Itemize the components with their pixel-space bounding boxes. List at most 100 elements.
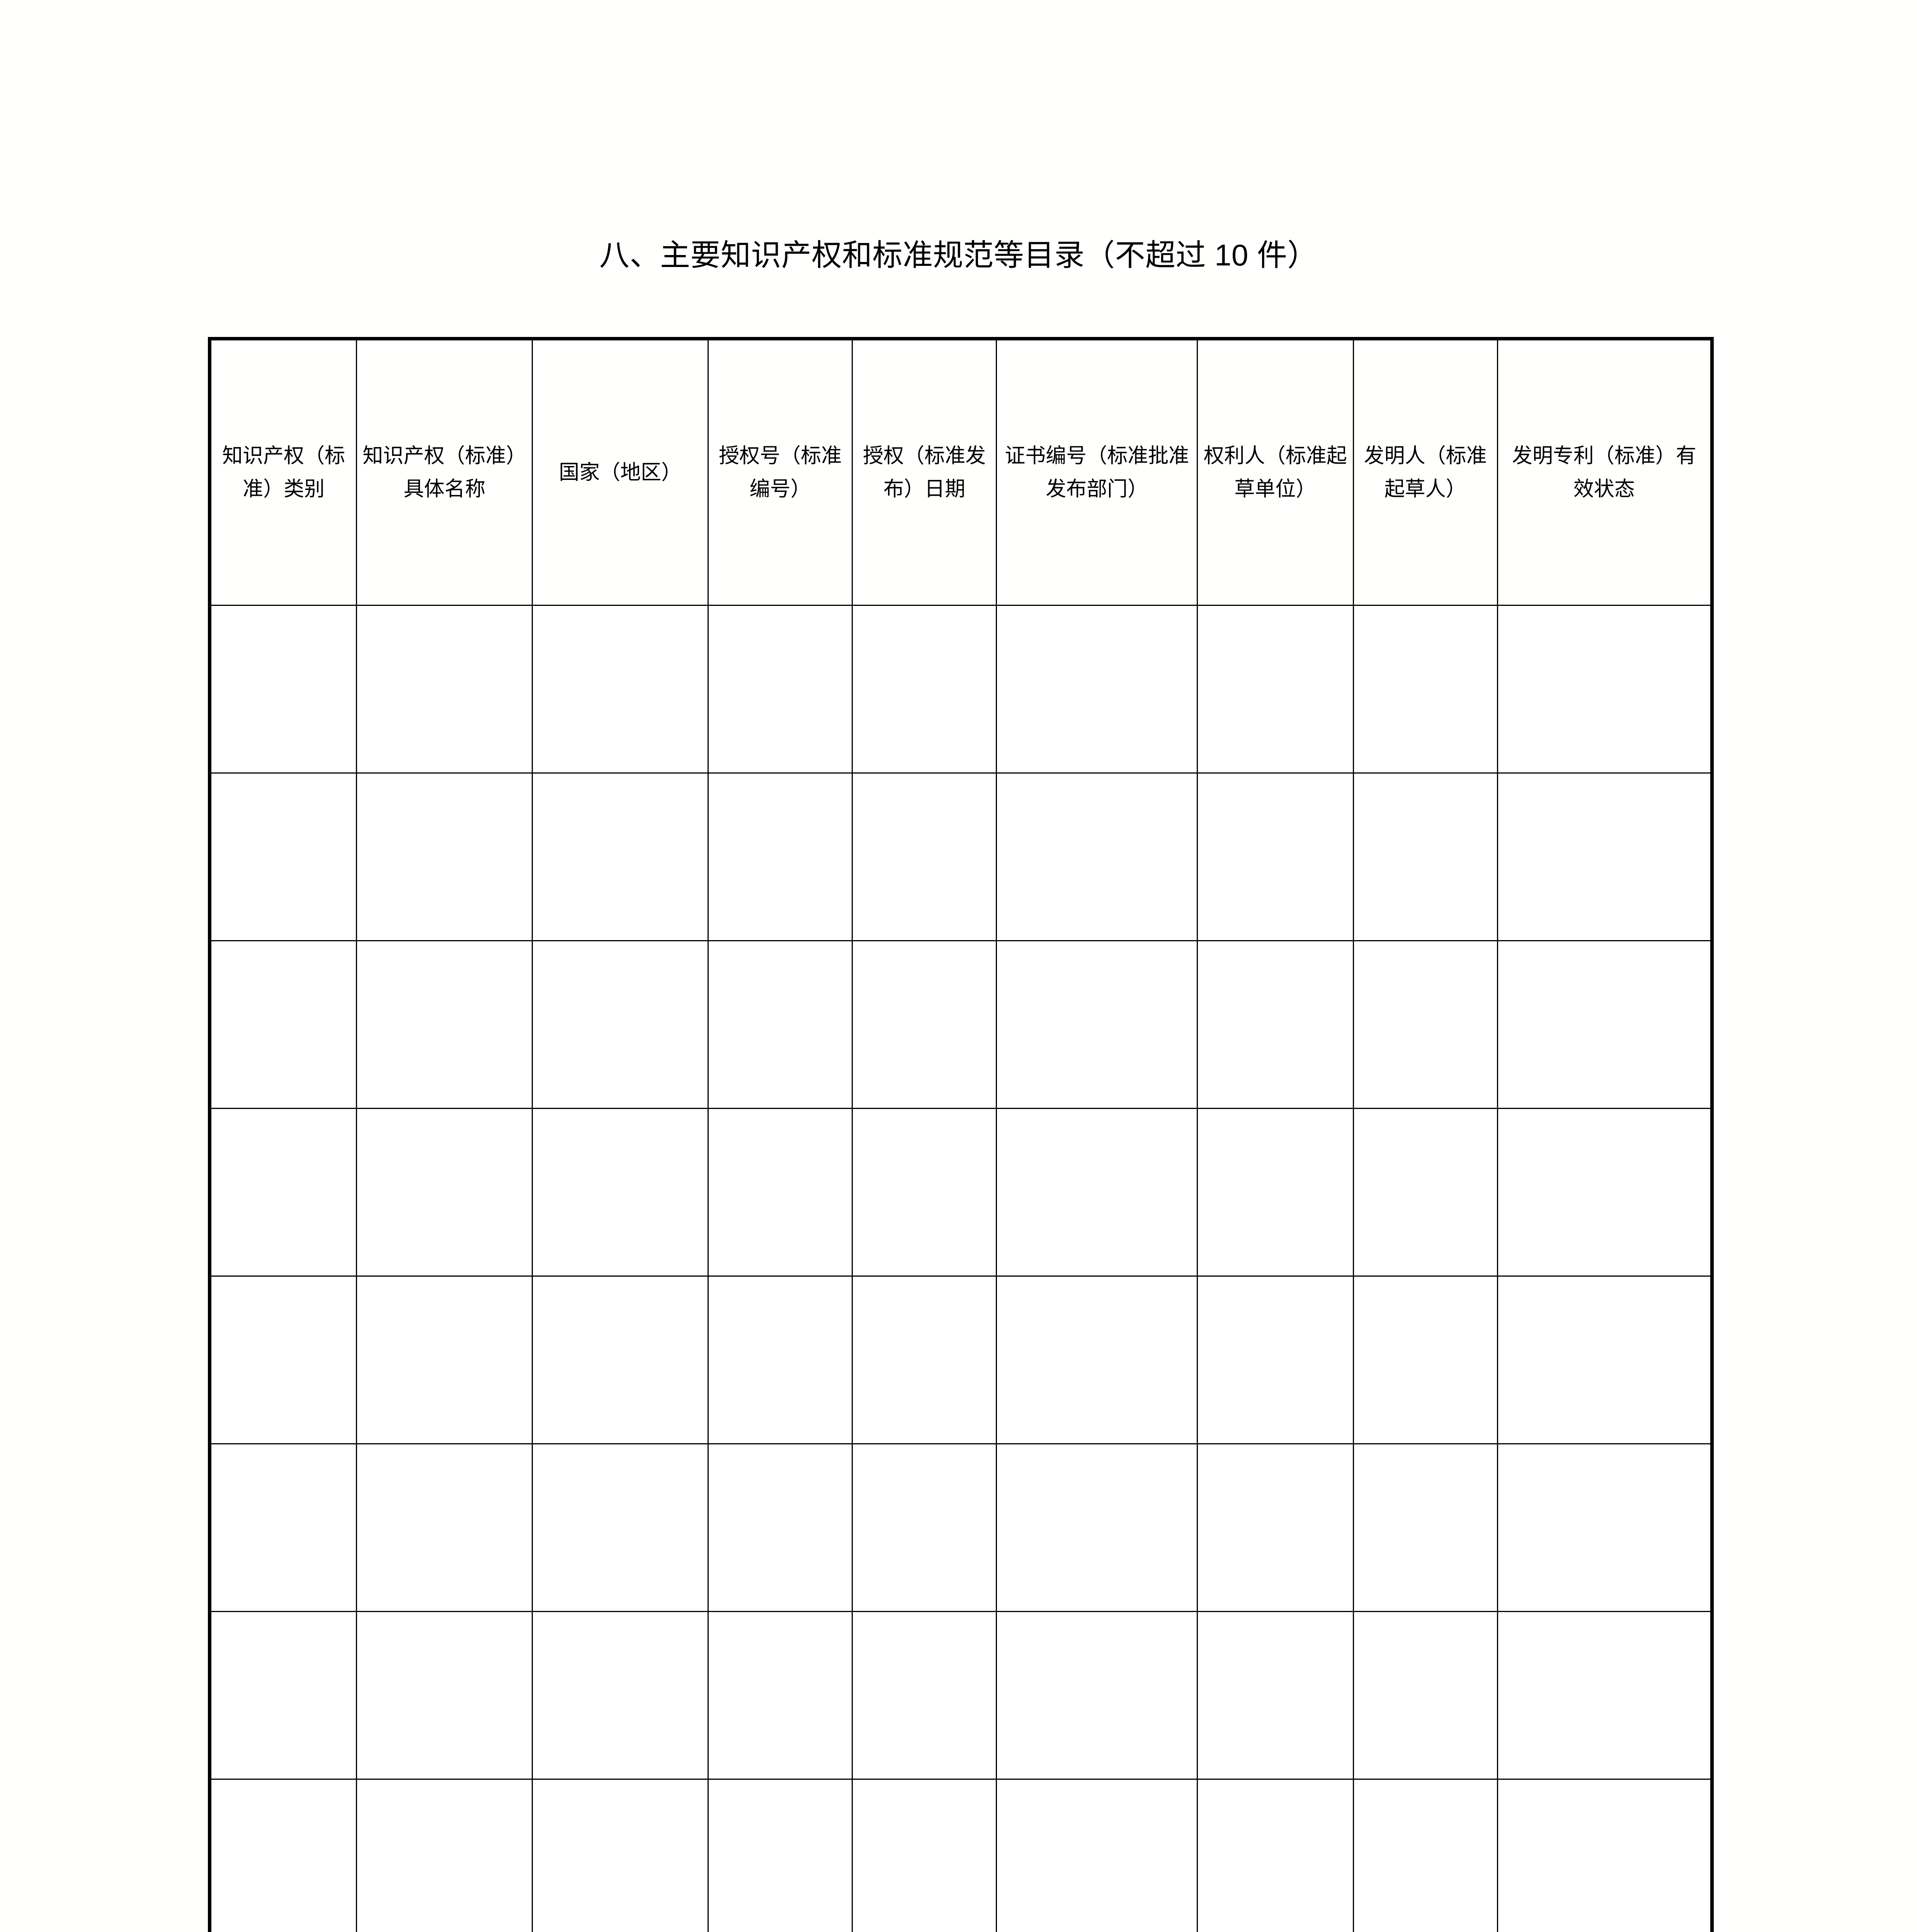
table-row (209, 1611, 1713, 1780)
table-row (209, 605, 1713, 774)
table-cell[interactable] (1197, 1108, 1354, 1277)
table-cell[interactable] (996, 1443, 1198, 1612)
table-cell[interactable] (356, 1611, 533, 1780)
table-cell[interactable] (532, 1108, 709, 1277)
table-header-row: 知识产权（标准）类别 知识产权（标准）具体名称 国家（地区） 授权号（标准编号）… (209, 338, 1713, 606)
table-cell[interactable] (1497, 1276, 1713, 1444)
column-header-rights-holder: 权利人（标准起草单位） (1197, 338, 1354, 606)
table-cell[interactable] (852, 605, 997, 774)
table-body (209, 605, 1713, 1932)
table-cell[interactable] (996, 605, 1198, 774)
table-cell[interactable] (1497, 1611, 1713, 1780)
table-cell[interactable] (1352, 1108, 1498, 1277)
table-cell[interactable] (708, 1276, 853, 1444)
table-cell[interactable] (356, 1443, 533, 1612)
table-cell[interactable] (356, 1108, 533, 1277)
table-cell[interactable] (1352, 605, 1498, 774)
table-cell[interactable] (996, 1779, 1198, 1932)
table-cell[interactable] (1497, 605, 1713, 774)
table-cell[interactable] (852, 1611, 997, 1780)
column-header-label: 知识产权（标准）类别 (222, 444, 345, 501)
table-cell[interactable] (852, 1779, 997, 1932)
table-cell[interactable] (356, 605, 533, 774)
table-cell[interactable] (356, 772, 533, 941)
table-cell[interactable] (532, 1443, 709, 1612)
column-header-ip-name: 知识产权（标准）具体名称 (356, 338, 533, 606)
table-cell[interactable] (1352, 940, 1498, 1109)
intellectual-property-table-wrapper: 知识产权（标准）类别 知识产权（标准）具体名称 国家（地区） 授权号（标准编号）… (208, 337, 1714, 1932)
table-row (209, 940, 1713, 1109)
table-cell[interactable] (852, 772, 997, 941)
table-cell[interactable] (1352, 1611, 1498, 1780)
table-cell[interactable] (1197, 772, 1354, 941)
page-title: 八、主要知识产权和标准规范等目录（不超过 10 件） (599, 238, 1318, 272)
table-cell[interactable] (1197, 605, 1354, 774)
table-cell[interactable] (1497, 1108, 1713, 1277)
table-cell[interactable] (852, 940, 997, 1109)
table-cell[interactable] (209, 772, 357, 941)
table-row (209, 1276, 1713, 1444)
table-header: 知识产权（标准）类别 知识产权（标准）具体名称 国家（地区） 授权号（标准编号）… (209, 338, 1713, 606)
table-cell[interactable] (209, 1779, 357, 1932)
table-cell[interactable] (532, 772, 709, 941)
table-cell[interactable] (708, 605, 853, 774)
intellectual-property-table: 知识产权（标准）类别 知识产权（标准）具体名称 国家（地区） 授权号（标准编号）… (208, 337, 1714, 1932)
table-cell[interactable] (209, 1443, 357, 1612)
table-cell[interactable] (708, 772, 853, 941)
table-cell[interactable] (1352, 772, 1498, 941)
column-header-ip-category: 知识产权（标准）类别 (209, 338, 357, 606)
table-cell[interactable] (1497, 772, 1713, 941)
table-cell[interactable] (996, 1108, 1198, 1277)
column-header-inventor: 发明人（标准起草人） (1352, 338, 1498, 606)
column-header-grant-date: 授权（标准发布）日期 (852, 338, 997, 606)
table-cell[interactable] (532, 1611, 709, 1780)
table-cell[interactable] (532, 940, 709, 1109)
table-cell[interactable] (1497, 1779, 1713, 1932)
table-cell[interactable] (708, 940, 853, 1109)
table-cell[interactable] (852, 1108, 997, 1277)
table-cell[interactable] (1197, 1779, 1354, 1932)
table-cell[interactable] (1352, 1779, 1498, 1932)
table-cell[interactable] (209, 1276, 357, 1444)
table-cell[interactable] (1197, 1276, 1354, 1444)
table-cell[interactable] (708, 1443, 853, 1612)
table-cell[interactable] (1197, 1443, 1354, 1612)
table-cell[interactable] (1197, 940, 1354, 1109)
table-cell[interactable] (708, 1779, 853, 1932)
table-cell[interactable] (1352, 1443, 1498, 1612)
table-cell[interactable] (708, 1108, 853, 1277)
table-cell[interactable] (1352, 1276, 1498, 1444)
column-header-grant-number: 授权号（标准编号） (708, 338, 853, 606)
table-cell[interactable] (356, 1779, 533, 1932)
table-cell[interactable] (532, 1276, 709, 1444)
table-cell[interactable] (996, 772, 1198, 941)
table-cell[interactable] (1497, 1443, 1713, 1612)
table-cell[interactable] (852, 1276, 997, 1444)
table-cell[interactable] (1497, 940, 1713, 1109)
table-cell[interactable] (532, 1779, 709, 1932)
column-header-label: 授权号（标准编号） (719, 444, 842, 501)
table-cell[interactable] (996, 940, 1198, 1109)
table-cell[interactable] (209, 1108, 357, 1277)
table-cell[interactable] (532, 605, 709, 774)
table-cell[interactable] (209, 940, 357, 1109)
column-header-certificate-number: 证书编号（标准批准发布部门） (996, 338, 1198, 606)
table-cell[interactable] (209, 605, 357, 774)
table-cell[interactable] (356, 940, 533, 1109)
table-cell[interactable] (1197, 1611, 1354, 1780)
column-header-label: 国家（地区） (559, 461, 682, 485)
table-cell[interactable] (852, 1443, 997, 1612)
column-header-label: 发明专利（标准）有效状态 (1512, 444, 1696, 501)
table-cell[interactable] (209, 1611, 357, 1780)
table-row (209, 1779, 1713, 1932)
table-row (209, 772, 1713, 941)
table-cell[interactable] (708, 1611, 853, 1780)
column-header-label: 知识产权（标准）具体名称 (362, 444, 527, 501)
table-cell[interactable] (996, 1276, 1198, 1444)
table-row (209, 1443, 1713, 1612)
table-cell[interactable] (996, 1611, 1198, 1780)
column-header-label: 发明人（标准起草人） (1364, 444, 1487, 501)
column-header-label: 权利人（标准起草单位） (1203, 444, 1347, 501)
table-cell[interactable] (356, 1276, 533, 1444)
